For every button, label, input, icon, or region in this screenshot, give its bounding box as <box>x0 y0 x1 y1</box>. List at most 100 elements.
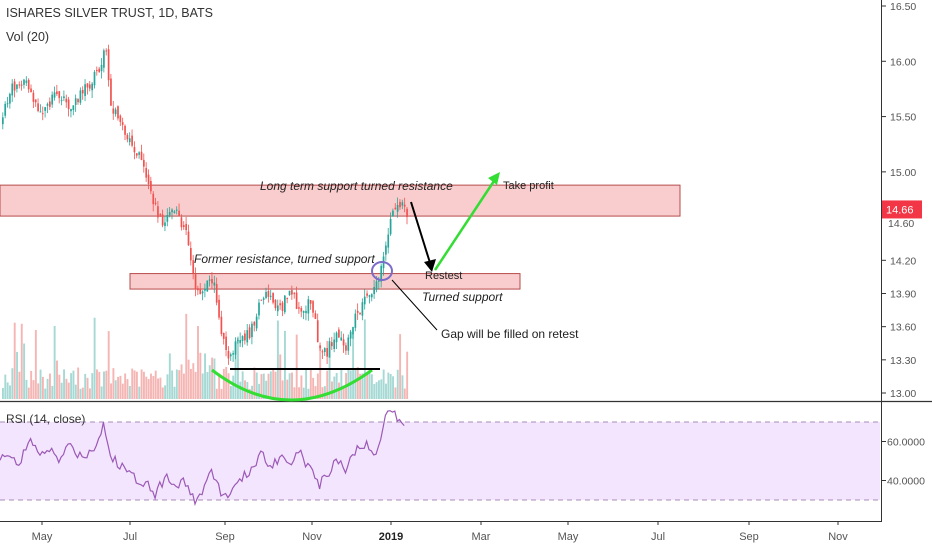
candle-body <box>96 70 98 72</box>
volume-bar <box>401 375 404 399</box>
volume-bar <box>267 373 270 399</box>
candle-body <box>342 339 345 346</box>
gap-pointer[interactable] <box>391 279 438 331</box>
candle-body <box>269 295 272 297</box>
last-price-value: 14.66 <box>886 204 914 216</box>
candle-body <box>152 193 155 205</box>
volume-bar <box>373 383 376 399</box>
volume-bar <box>171 370 174 399</box>
volume-bar <box>368 368 371 399</box>
price-tick: 13.90 <box>890 288 916 300</box>
candle-body <box>293 293 296 295</box>
candle-body <box>110 78 112 106</box>
candle-body <box>234 341 237 355</box>
candle-body <box>161 214 164 226</box>
candle-body <box>13 81 16 91</box>
gap-circle[interactable] <box>371 261 393 281</box>
candle-body <box>356 310 359 313</box>
candle-body <box>81 89 84 94</box>
rounded-bottom-curve[interactable] <box>211 368 373 402</box>
candle-body <box>302 311 305 313</box>
candle-body <box>11 83 14 96</box>
last-price-badge[interactable] <box>882 200 922 219</box>
candle-body <box>88 84 91 89</box>
volume-bar <box>218 373 221 399</box>
volume-bar <box>166 374 169 399</box>
time-tick: Sep <box>739 531 759 543</box>
zone-upper-label: Long term support turned resistance <box>260 179 453 193</box>
candle-body <box>312 301 314 313</box>
candle-body <box>368 295 371 297</box>
candle-body <box>114 109 117 115</box>
candle-body <box>239 340 242 344</box>
axes[interactable]: 16.50 16.00 15.50 15.00 14.66 14.60 14.20 13.90… <box>32 1 926 543</box>
candle-body <box>403 204 406 207</box>
time-tick: May <box>558 531 579 543</box>
candle-body <box>307 299 310 314</box>
volume-bar <box>161 387 164 399</box>
take-profit-arrow-line[interactable] <box>433 180 496 271</box>
candle-body <box>366 293 368 296</box>
candle-body <box>255 316 258 329</box>
volume-bar <box>201 373 204 399</box>
volume-indicator-label[interactable]: Vol (20) <box>6 30 50 44</box>
volume-bar <box>229 386 232 399</box>
volume-bar <box>180 364 183 399</box>
candle-body <box>338 329 340 338</box>
price-tick: 13.30 <box>890 355 916 367</box>
retest-arrow-head <box>424 259 436 272</box>
volume-bar <box>258 383 261 399</box>
volume-bar <box>335 372 338 399</box>
volume-bar <box>288 373 291 399</box>
resistance-zone[interactable] <box>0 184 681 217</box>
time-tick: 2019 <box>379 531 403 543</box>
volume-bar <box>331 381 333 399</box>
volume-bar <box>117 376 120 399</box>
support-zone[interactable] <box>129 273 521 290</box>
drawings[interactable] <box>211 172 500 402</box>
candle-body <box>229 354 232 357</box>
volume-bar <box>248 388 251 399</box>
volume-bar <box>225 367 228 399</box>
candle-body <box>370 294 373 298</box>
volume-bar <box>16 351 18 399</box>
take-profit-label: Take profit <box>503 180 554 192</box>
volume-bar <box>241 371 244 399</box>
zone-lower-label: Former resistance, turned support <box>194 252 375 266</box>
volume-bar <box>112 368 115 399</box>
volume-bar <box>88 388 91 399</box>
volume-bar <box>389 373 392 399</box>
volume-bar <box>194 371 197 399</box>
price-tick: 15.50 <box>890 112 916 124</box>
candle-body <box>389 218 392 235</box>
volume-bar <box>103 371 105 399</box>
volume-bar <box>359 373 362 399</box>
volume-bar <box>182 373 185 399</box>
volume-bar <box>53 325 56 399</box>
volume-bar <box>406 351 409 399</box>
symbol-title[interactable]: ISHARES SILVER TRUST, 1D, BATS <box>6 6 214 20</box>
candle-body <box>218 299 220 318</box>
volume-bar <box>126 379 129 399</box>
candle-body <box>119 115 122 123</box>
candle-body <box>187 231 190 246</box>
candle-body <box>117 106 119 119</box>
volume-bar <box>49 373 51 399</box>
volume-bar <box>356 367 359 399</box>
volume-bar <box>135 371 138 399</box>
volume-bar <box>67 382 70 399</box>
sr-zones[interactable] <box>0 184 681 290</box>
candle-body <box>232 353 234 355</box>
volume-bar <box>96 369 98 399</box>
volume-bar <box>333 376 336 399</box>
candle-body <box>192 260 195 274</box>
candle-body <box>157 206 159 218</box>
rsi-indicator-label[interactable]: RSI (14, close) <box>6 412 86 426</box>
volume-bar <box>70 373 73 399</box>
candle-body <box>328 341 331 358</box>
candle-body <box>79 90 82 103</box>
volume-bar <box>399 334 402 399</box>
retest-arrow-line[interactable] <box>410 201 432 267</box>
